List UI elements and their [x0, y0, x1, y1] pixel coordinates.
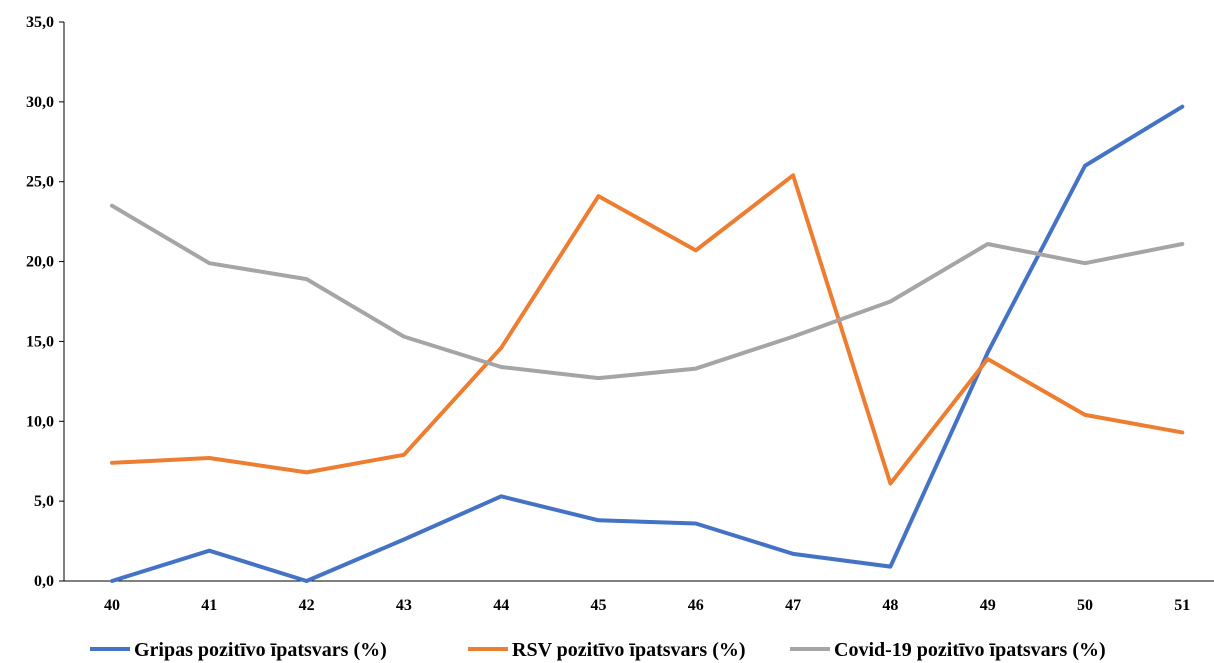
- axes-layer: 0,0 5,0 10,0 15,0 20,0 25,0 30,0 35,0 40 41 42 43 44…: [26, 14, 1214, 614]
- x-tick-label: 45: [591, 597, 607, 614]
- y-tick-label: 20,0: [26, 254, 54, 271]
- x-tick-label: 51: [1174, 597, 1190, 614]
- y-tick-label: 30,0: [26, 94, 54, 111]
- legend: Gripas pozitīvo īpatsvars (%) RSV pozitīv…: [90, 639, 1106, 661]
- series-line-0: [110, 104, 1185, 583]
- legend-label: Gripas pozitīvo īpatsvars (%): [134, 639, 387, 661]
- legend-label: RSV pozitīvo īpatsvars (%): [512, 639, 746, 661]
- x-tick-label: 43: [396, 597, 412, 614]
- x-tick-label: 46: [688, 597, 704, 614]
- y-tick-label: 5,0: [34, 493, 54, 510]
- series-line-2: [110, 203, 1185, 381]
- x-tick-label: 50: [1077, 597, 1093, 614]
- x-tick-label: 40: [104, 597, 120, 614]
- x-tick-label: 42: [299, 597, 315, 614]
- x-tick-label: 44: [493, 597, 509, 614]
- x-tick-label: 49: [980, 597, 996, 614]
- x-tick-label: 47: [785, 597, 801, 614]
- series-line-1: [110, 173, 1185, 486]
- x-tick-label: 48: [882, 597, 898, 614]
- y-tick-label: 10,0: [26, 413, 54, 430]
- x-tick-label: 41: [201, 597, 217, 614]
- legend-label: Covid-19 pozitīvo īpatsvars (%): [834, 639, 1106, 661]
- y-tick-label: 15,0: [26, 333, 54, 350]
- y-tick-label: 0,0: [34, 573, 54, 590]
- y-tick-label: 35,0: [26, 14, 54, 31]
- y-tick-label: 25,0: [26, 174, 54, 191]
- series-layer: [110, 104, 1185, 583]
